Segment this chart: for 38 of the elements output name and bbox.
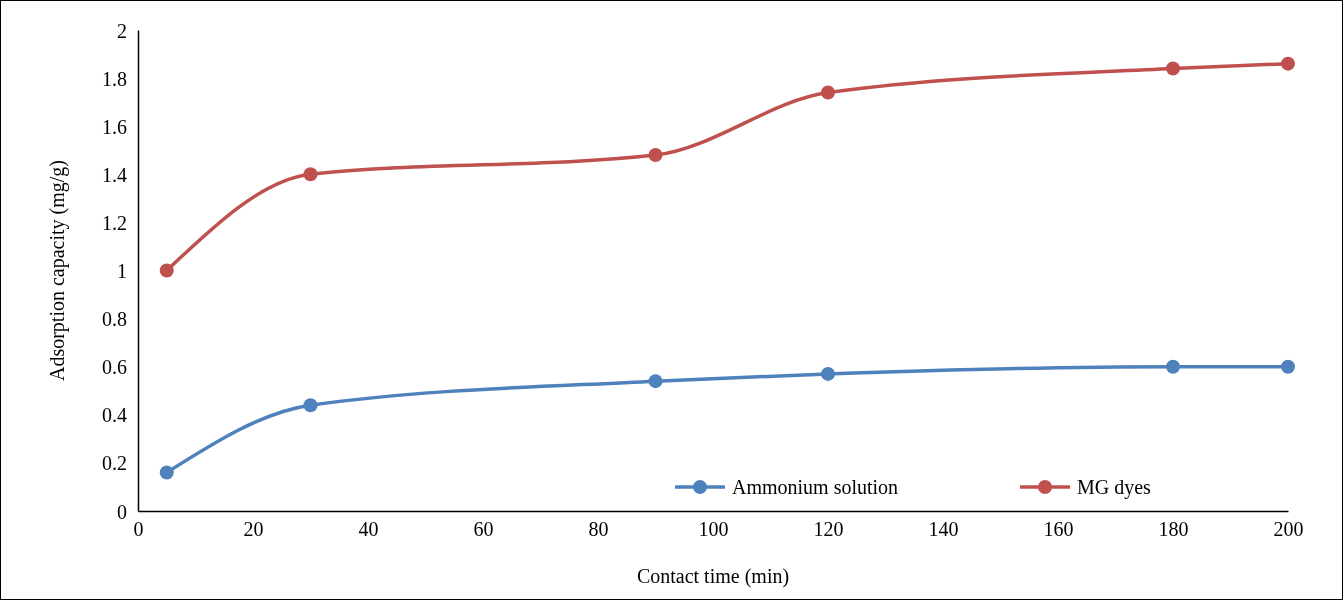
y-tick-label: 0 [117,500,127,523]
point [1281,56,1295,71]
x-tick-label: 180 [1158,518,1189,540]
point [821,85,835,100]
x-tick-label: 40 [358,518,379,540]
y-tick-label: 2 [117,19,127,42]
y-tick-label: 0.4 [102,404,127,427]
y-tick-label: 1.2 [102,211,127,234]
point [1281,359,1295,374]
y-tick-label: 1 [117,260,127,282]
x-tick-label: 0 [133,518,144,540]
x-tick-label: 140 [928,518,959,540]
legend-label: MG dyes [1077,476,1152,499]
point [159,263,174,278]
x-axis-title: Contact time (min) [636,565,790,588]
y-tick-label: 1.6 [102,115,127,138]
point [1166,61,1180,76]
y-tick-label: 0.6 [102,356,127,379]
x-tick-label: 200 [1273,518,1304,540]
y-tick-label: 1.4 [102,163,127,186]
x-tick-label: 20 [243,518,264,540]
y-tick-label: 0.8 [102,308,127,331]
point [821,366,835,381]
point [648,374,663,389]
x-tick-label: 100 [698,518,729,540]
point [648,148,663,163]
point [159,465,174,480]
x-tick-label: 160 [1043,518,1074,540]
legend-label: Ammonium solution [732,476,899,498]
y-tick-label: 0.2 [102,452,127,475]
point [1166,359,1180,374]
y-axis-title: Adsorption capacity (mg/g) [46,159,69,382]
x-tick-label: 80 [588,518,609,540]
x-tick-label: 120 [813,518,844,540]
point [303,398,318,413]
y-tick-label: 1.8 [102,67,127,90]
x-tick-label: 60 [473,518,494,540]
point [303,167,318,182]
